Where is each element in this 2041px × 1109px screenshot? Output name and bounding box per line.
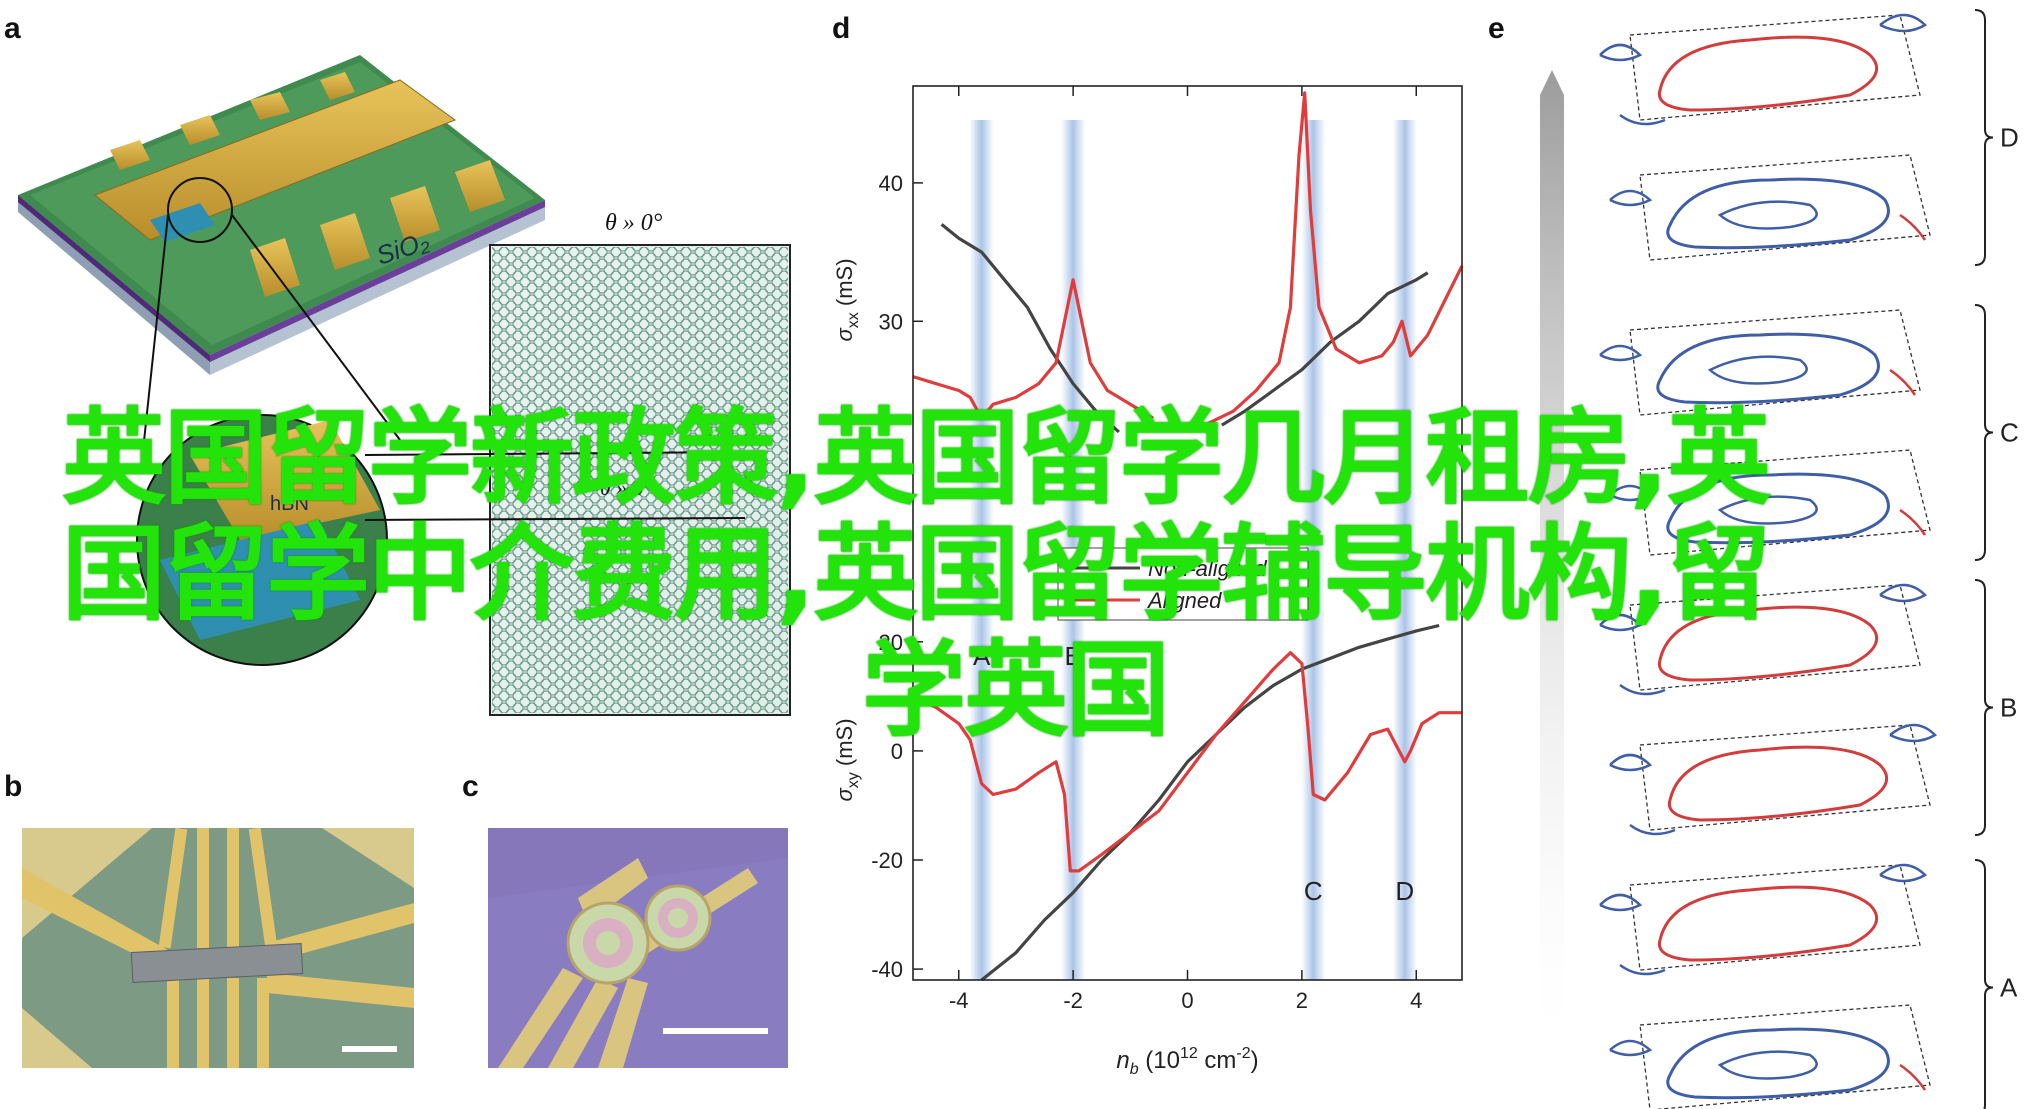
x-axis-label: nb (1012 cm-2) (1116, 1045, 1258, 1078)
e-bracket-label-1: C (2000, 418, 2019, 448)
e-bracket-label-3: A (2000, 973, 2018, 1003)
series-line-5 (912, 651, 1462, 873)
gradient-arrow (1540, 70, 1564, 1030)
inset-hbn-label: hBN (270, 493, 309, 515)
x-tick-label-4: 4 (1410, 988, 1422, 1013)
e-layer-bottom-2 (1609, 723, 1938, 836)
x-tick-label-2: 0 (1181, 988, 1193, 1013)
panel-a-device-illustration: SiO₂ hBN θ » 0° θ » 0° (18, 55, 791, 716)
legend-box (1057, 547, 1309, 621)
panel-b-micrograph (22, 828, 414, 1068)
e-layer-top-2 (1599, 583, 1928, 696)
legend-label-0: Non-aligned (1148, 556, 1267, 581)
x-tick-label-3: 2 (1296, 988, 1308, 1013)
panel-letter-c: c (462, 770, 479, 803)
y-top-tick-label-1: 40 (879, 171, 903, 196)
marker-C: C (1304, 876, 1323, 906)
legend-label-1: Aligned (1146, 588, 1222, 613)
moire-title: θ » 0° (605, 210, 663, 236)
e-bracket-0 (1974, 9, 1994, 266)
highlight-band-3 (1392, 120, 1417, 980)
x-tick-label-0: -4 (949, 988, 969, 1013)
y-bottom-tick-label-2: 0 (891, 739, 903, 764)
marker-B: B (1064, 641, 1081, 671)
series-line-2 (912, 278, 1155, 420)
scale-bar-c (663, 1028, 768, 1034)
marker-A: A (973, 641, 991, 671)
y-label-bottom: σxy (mS) (832, 718, 862, 801)
e-bracket-3 (1974, 859, 1994, 1109)
y-label-top: σxx (mS) (832, 258, 862, 341)
overlay-line-1: 英国留学新政策,英国留学几月租房,英 (62, 397, 1771, 519)
e-layer-bottom-3 (1609, 1004, 1931, 1109)
x-tick-label-1: -2 (1063, 988, 1083, 1013)
y-top-tick-label-0: 30 (879, 309, 903, 334)
marker-D: D (1395, 876, 1414, 906)
series-line-3 (1204, 91, 1464, 427)
e-layer-top-3 (1599, 863, 1928, 976)
e-layer-top-0 (1599, 13, 1928, 126)
panel-letter-e: e (1488, 12, 1505, 45)
gold-bar (94, 79, 457, 241)
panel-letter-a: a (4, 12, 21, 45)
e-layer-bottom-0 (1609, 154, 1931, 261)
y-bottom-tick-label-1: -20 (871, 848, 903, 873)
e-bracket-2 (1974, 579, 1994, 836)
panel-letter-d: d (832, 12, 851, 45)
hall-bar (130, 943, 304, 983)
e-bracket-label-2: B (2000, 693, 2017, 723)
moire-title-lower: θ » 0° (600, 475, 653, 500)
y-bottom-tick-label-0: -40 (871, 957, 903, 982)
series-line-1 (1220, 271, 1429, 427)
panel-c-micrograph (488, 828, 788, 1068)
panel-letter-b: b (4, 770, 23, 803)
series-line-0 (940, 223, 1120, 434)
overlay-line-3: 学英国 (862, 629, 1170, 751)
e-bracket-label-0: D (2000, 123, 2019, 153)
e-bracket-1 (1974, 304, 1994, 561)
e-layer-bottom-1 (1609, 449, 1931, 556)
e-layer-top-1 (1599, 309, 1921, 416)
overlay-title: 英国留学新政策,英国留学几月租房,英 国留学中介费用,英国留学辅导机构,留 学英… (62, 400, 1862, 748)
overlay-line-2: 国留学中介费用,英国留学辅导机构,留 (62, 513, 1771, 635)
y-bottom-tick-label-3: 20 (879, 630, 903, 655)
scale-bar-b (342, 1046, 397, 1052)
